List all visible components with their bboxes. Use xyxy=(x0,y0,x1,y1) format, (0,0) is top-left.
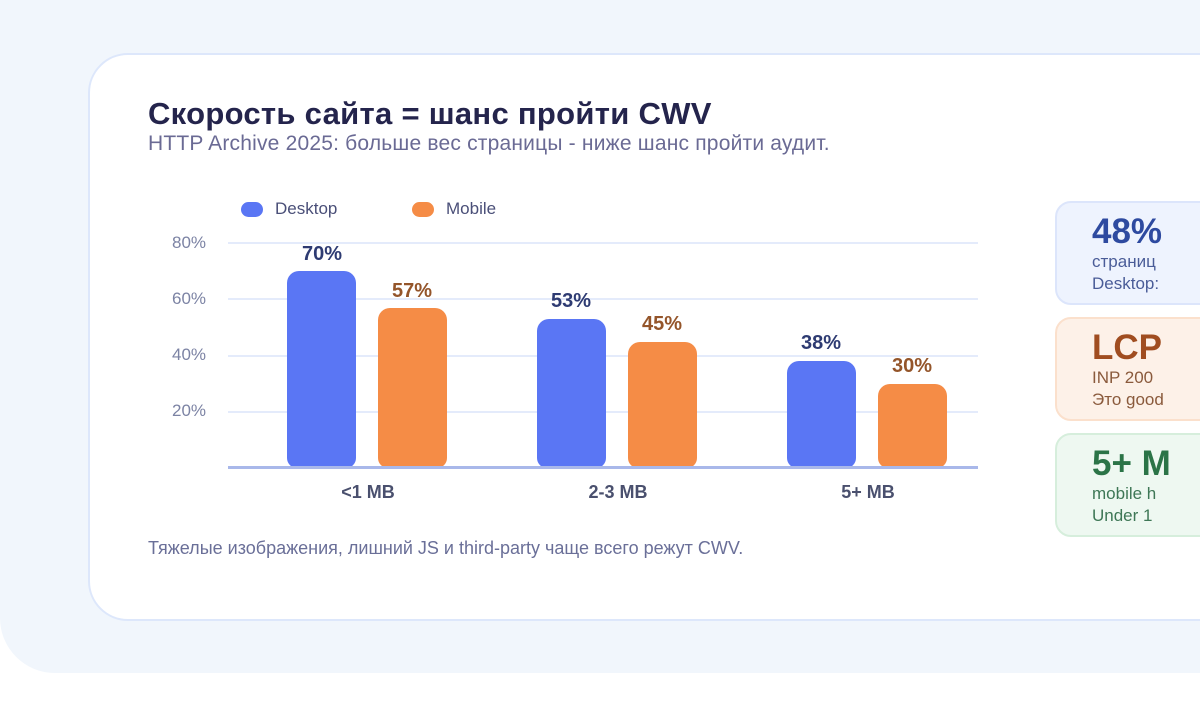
chart-card xyxy=(88,53,1200,621)
y-tick-40: 40% xyxy=(172,345,207,364)
desktop-swatch-icon xyxy=(241,201,263,217)
bar-mobile-lt1mb xyxy=(378,308,447,468)
value-label: 70% xyxy=(301,243,343,265)
stat-value: LCP xyxy=(1092,328,1162,367)
x-tick-label: 2-3 MB xyxy=(588,482,648,502)
bar-mobile-2-3mb xyxy=(628,342,697,468)
legend-label: Mobile xyxy=(446,199,497,218)
value-label: 45% xyxy=(641,313,683,335)
page-subtitle: HTTP Archive 2025: больше вес страницы -… xyxy=(148,132,830,155)
value-label: 30% xyxy=(891,355,933,377)
stat-value: 5+ M xyxy=(1092,444,1171,483)
stat-card-mobile-weight: 5+ M mobile h Under 1 xyxy=(1055,433,1200,537)
x-axis-line xyxy=(228,466,978,469)
x-tick-label: <1 MB xyxy=(341,482,395,502)
stat-card-lcp: LCP INP 200 Это good xyxy=(1055,317,1200,421)
bar-desktop-lt1mb xyxy=(287,271,356,468)
value-label: 38% xyxy=(800,332,842,354)
stat-text: Under 1 xyxy=(1092,506,1153,525)
y-tick-20: 20% xyxy=(172,401,207,420)
bar-mobile-5mb xyxy=(878,384,947,468)
value-label: 53% xyxy=(550,290,592,312)
y-tick-60: 60% xyxy=(172,289,207,308)
page-title: Скорость сайта = шанс пройти CWV xyxy=(148,96,712,131)
footnote: Тяжелые изображения, лишний JS и third-p… xyxy=(148,538,744,558)
legend-item-mobile: Mobile xyxy=(412,198,496,220)
legend-label: Desktop xyxy=(275,199,338,218)
bar-desktop-2-3mb xyxy=(537,319,606,468)
x-tick-label: 5+ MB xyxy=(841,482,895,502)
y-tick-80: 80% xyxy=(172,233,207,252)
stat-text: mobile h xyxy=(1092,484,1157,503)
stat-text: Desktop: xyxy=(1092,274,1160,293)
stat-text: INP 200 xyxy=(1092,368,1154,387)
value-label: 57% xyxy=(391,280,433,302)
gridline xyxy=(228,242,978,244)
stat-text: Это good xyxy=(1092,390,1164,409)
gridline xyxy=(228,298,978,300)
bar-desktop-5mb xyxy=(787,361,856,468)
stat-value: 48% xyxy=(1092,212,1163,251)
legend-item-desktop: Desktop xyxy=(241,198,337,220)
mobile-swatch-icon xyxy=(412,201,434,217)
stat-card-desktop: 48% страниц Desktop: xyxy=(1055,201,1200,305)
stat-text: страниц xyxy=(1092,252,1156,271)
